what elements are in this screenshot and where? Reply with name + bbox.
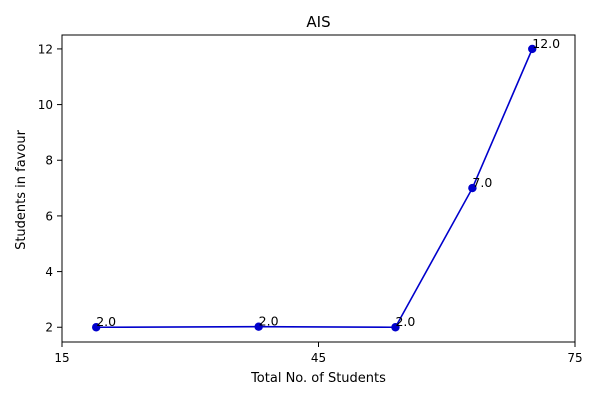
y-tick-label: 4 [45, 265, 53, 279]
data-point [391, 323, 400, 332]
x-axis-label: Total No. of Students [250, 371, 386, 386]
y-axis-label: Students in favour [14, 129, 29, 249]
x-tick-label: 75 [567, 351, 582, 365]
chart-title: AIS [306, 13, 330, 31]
x-tick-label: 15 [54, 351, 69, 365]
data-label: 12.0 [532, 36, 560, 51]
series-line [96, 48, 533, 329]
data-label: 2.0 [259, 314, 279, 329]
data-label: 2.0 [395, 314, 415, 329]
x-tick-label: 45 [311, 351, 326, 365]
data-label: 2.0 [96, 314, 116, 329]
y-tick-label: 12 [38, 42, 53, 56]
y-tick-label: 6 [45, 209, 53, 223]
y-tick-label: 10 [38, 98, 53, 112]
y-tick-label: 2 [45, 321, 53, 335]
y-tick-label: 8 [45, 154, 53, 168]
plot-frame [61, 34, 576, 343]
data-label: 7.0 [472, 175, 492, 190]
data-point [468, 183, 477, 193]
data-point [254, 322, 263, 331]
data-point [528, 44, 537, 54]
plot-area: 15 45 75 2 4 6 8 10 12 2.0 2.0 2.0 7.0 12.0 [38, 34, 583, 365]
data-point [92, 323, 101, 332]
